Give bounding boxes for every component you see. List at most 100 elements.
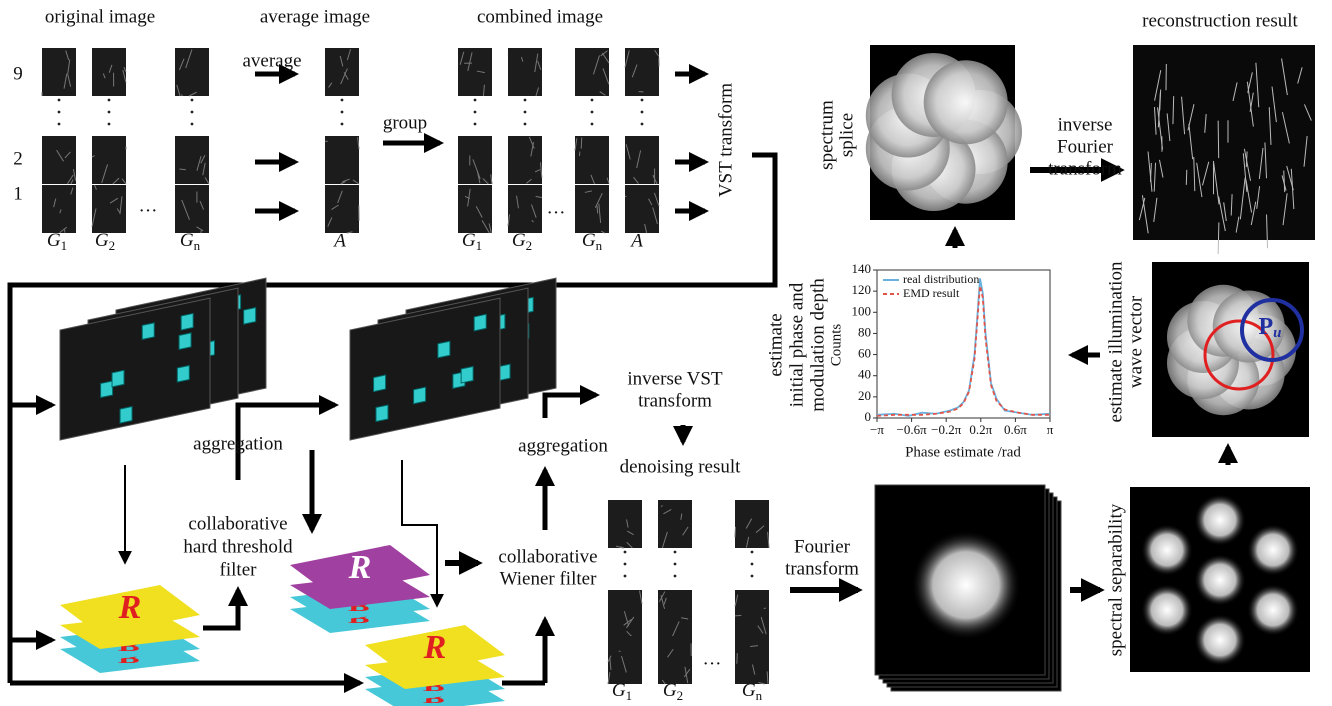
y-tick-label: 140: [852, 261, 872, 276]
g-index: 1: [476, 238, 483, 253]
thumbnail: [658, 500, 692, 548]
x-axis-label: Phase estimate /rad: [905, 444, 1021, 460]
label: splice: [836, 113, 857, 157]
label: transform: [1048, 158, 1122, 179]
spectrum-blob: [1194, 494, 1246, 546]
spectrum-blob: [1247, 524, 1299, 576]
g-letter: G: [47, 230, 61, 251]
block: [438, 341, 450, 358]
label: Fourier: [794, 536, 851, 557]
label: inverse: [1058, 114, 1113, 135]
label: group: [383, 112, 427, 133]
dot: [751, 551, 754, 554]
g-index: 2: [677, 688, 684, 703]
label: transform: [785, 558, 859, 579]
block: [120, 407, 132, 424]
label: estimate: [765, 313, 786, 376]
y-tick-label: 40: [858, 367, 871, 382]
g-letter: G: [512, 230, 526, 251]
label: hard threshold: [183, 536, 293, 557]
dot: [674, 563, 677, 566]
label: collaborative: [188, 513, 287, 534]
block: [376, 405, 388, 422]
y-tick-label: 60: [858, 346, 871, 361]
spectrum-blob: [1141, 524, 1193, 576]
series-line: [877, 286, 1050, 416]
dot: [674, 575, 677, 578]
dot: [524, 123, 527, 126]
x-tick-label: −π: [870, 422, 884, 437]
thumbnail: [458, 136, 492, 184]
label: Wiener filter: [500, 568, 597, 589]
label: average image: [260, 6, 370, 27]
dot: [751, 563, 754, 566]
y-axis-label: Counts: [828, 324, 844, 367]
arrow: [402, 460, 437, 605]
spectrum-blob: [1194, 554, 1246, 606]
spectrum-blob: [1194, 614, 1246, 666]
g-letter: G: [742, 680, 756, 701]
dot: [108, 123, 111, 126]
label: estimate illumination: [1105, 261, 1126, 422]
thumbnail: [508, 185, 542, 233]
thumbnail-texture: [764, 608, 766, 609]
label: transform: [638, 390, 712, 411]
label: spectrum: [816, 100, 837, 170]
g-letter: G: [462, 230, 476, 251]
spectrum-lobe: [924, 60, 1008, 144]
stack-frame: [60, 298, 210, 440]
thumbnail: [458, 185, 492, 233]
g-letter: G: [582, 230, 596, 251]
x-tick-label: −0.2π: [931, 422, 962, 437]
thumbnail-texture: [597, 206, 598, 214]
thumbnail: [575, 185, 609, 233]
label: average: [242, 50, 301, 71]
g-label: Gn: [582, 230, 603, 253]
g-letter: G: [663, 680, 677, 701]
dot: [108, 111, 111, 114]
thumbnail: [42, 48, 76, 96]
thumbnail: [42, 136, 76, 184]
g-label: G1: [47, 230, 67, 253]
dot: [474, 99, 477, 102]
dot: [191, 99, 194, 102]
y-tick-label: 120: [852, 282, 872, 297]
label: ···: [703, 653, 722, 674]
thumbnail: [325, 136, 359, 184]
label: 2: [13, 148, 23, 169]
spectrum-blob: [1247, 584, 1299, 636]
g-index: 1: [61, 238, 68, 253]
x-tick-label: 0.6π: [1004, 422, 1027, 437]
thumbnail: [735, 500, 769, 548]
thumbnail: [175, 136, 209, 184]
spectrum-blob: [1141, 584, 1193, 636]
dot: [641, 123, 644, 126]
arrow: [203, 590, 238, 628]
block: [101, 381, 113, 398]
dot: [624, 575, 627, 578]
label: original image: [45, 6, 155, 27]
thumbnail: [175, 48, 209, 96]
block: [112, 370, 124, 387]
block: [181, 313, 193, 330]
dot: [474, 111, 477, 114]
label: aggregation: [518, 435, 608, 456]
block: [374, 375, 386, 392]
g-index: 2: [109, 238, 116, 253]
thumbnail: [608, 500, 642, 548]
block: [461, 366, 473, 383]
g-label: G2: [512, 230, 532, 253]
dot: [58, 123, 61, 126]
block: [142, 323, 154, 340]
label: ···: [139, 200, 158, 221]
dot: [341, 123, 344, 126]
label: VST transform: [715, 83, 736, 197]
label: combined image: [477, 6, 603, 27]
label: 1: [13, 183, 23, 204]
y-tick-label: 20: [858, 388, 871, 403]
stack-frame: [350, 298, 500, 440]
dot: [58, 111, 61, 114]
g-letter: G: [612, 680, 626, 701]
block: [177, 365, 189, 382]
y-tick-label: 100: [852, 303, 872, 318]
